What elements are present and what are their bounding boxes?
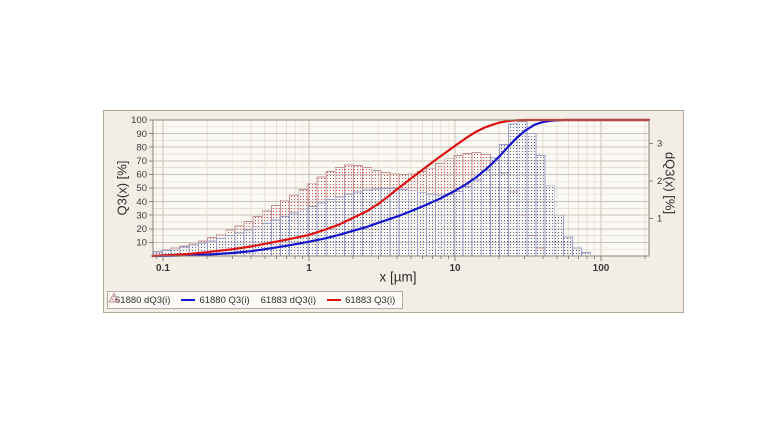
svg-text:1: 1 (306, 263, 312, 274)
curve-61880 (151, 118, 651, 258)
svg-text:2: 2 (657, 176, 662, 187)
left-axis-title: Q3(x) [%] (114, 160, 130, 216)
legend-label: 61880 dQ3(i) (115, 294, 171, 306)
legend-item[interactable]: 61880 dQ3(i) (108, 292, 171, 306)
svg-text:10: 10 (136, 238, 147, 249)
svg-text:3: 3 (657, 139, 662, 150)
svg-text:100: 100 (593, 263, 610, 274)
curve-61883 (151, 118, 651, 257)
svg-text:50: 50 (136, 183, 147, 194)
svg-text:30: 30 (136, 210, 147, 221)
x-axis-title: x [µm] (379, 269, 417, 285)
legend: 61880 dQ3(i) 61880 Q3(i) 61883 dQ3(i) 61883… (107, 291, 404, 309)
line-swatch-icon (327, 299, 342, 301)
svg-text:90: 90 (136, 129, 147, 140)
histogram-swatch-icon (108, 292, 120, 303)
psd-chart: 10 20 30 40 50 60 70 80 90 100 1 2 3 0.1 1 10 100 (131, 115, 662, 274)
svg-text:60: 60 (136, 170, 147, 181)
legend-item[interactable]: 61883 Q3(i) (327, 295, 395, 306)
legend-label: 61883 dQ3(i) (260, 294, 317, 306)
svg-text:10: 10 (449, 263, 461, 274)
right-axis-title: dQ3(x) [%] (662, 151, 678, 215)
svg-text:0.1: 0.1 (156, 263, 170, 274)
svg-text:40: 40 (136, 197, 147, 208)
svg-text:80: 80 (136, 142, 147, 153)
legend-item[interactable]: 61883 dQ3(i) (108, 292, 317, 306)
svg-text:1: 1 (657, 214, 662, 225)
legend-label: 61883 Q3(i) (345, 294, 396, 306)
svg-text:100: 100 (131, 115, 147, 126)
legend-item[interactable]: 61880 Q3(i) (181, 294, 250, 306)
line-swatch-icon (181, 299, 196, 301)
svg-text:20: 20 (136, 224, 147, 235)
psd-chart-panel: 10 20 30 40 50 60 70 80 90 100 1 2 3 0.1 1 10 100 Q3(x) … (103, 110, 684, 313)
legend-label: 61880 Q3(i) (199, 294, 250, 306)
svg-text:70: 70 (136, 156, 147, 167)
